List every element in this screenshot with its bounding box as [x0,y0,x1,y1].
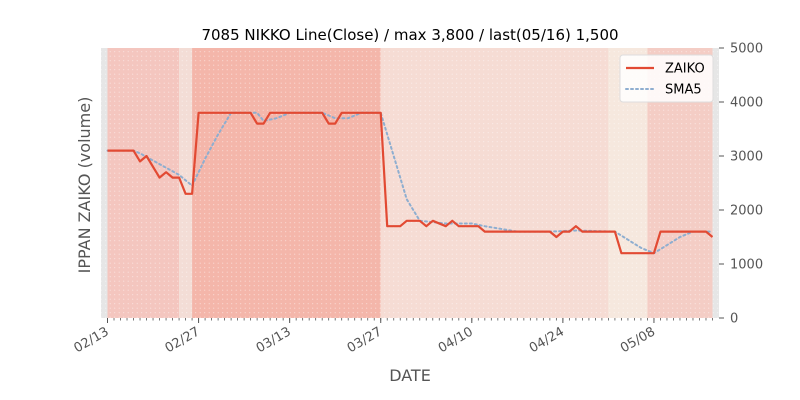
y-tick-label: 5000 [730,42,763,57]
y-tick-label: 1000 [730,258,763,273]
legend-label-sma5: SMA5 [665,83,702,98]
y-axis-label: IPPAN ZAIKO (volume) [75,97,94,274]
x-tick-label: 04/24 [527,324,567,356]
x-tick-label: 03/13 [254,324,294,356]
series-lines [106,111,714,255]
x-tick-label: 02/27 [163,324,203,356]
legend-label-zaiko: ZAIKO [665,62,705,77]
x-tick-label: 02/13 [72,324,112,356]
x-tick-label: 05/08 [618,324,658,356]
x-tick-label: 04/10 [436,324,476,356]
legend: ZAIKO SMA5 [619,54,714,103]
dot-texture [101,48,719,318]
y-tick-label: 0 [730,312,738,327]
series-zaiko [107,111,714,255]
x-tick-label: 03/27 [345,324,385,356]
y-tick-label: 4000 [730,96,763,111]
y-tick-label: 2000 [730,204,763,219]
y-tick-label: 3000 [730,150,763,165]
x-axis-label: DATE [389,366,431,385]
legend-box [619,54,714,103]
chart-title: 7085 NIKKO Line(Close) / max 3,800 / las… [201,26,618,44]
